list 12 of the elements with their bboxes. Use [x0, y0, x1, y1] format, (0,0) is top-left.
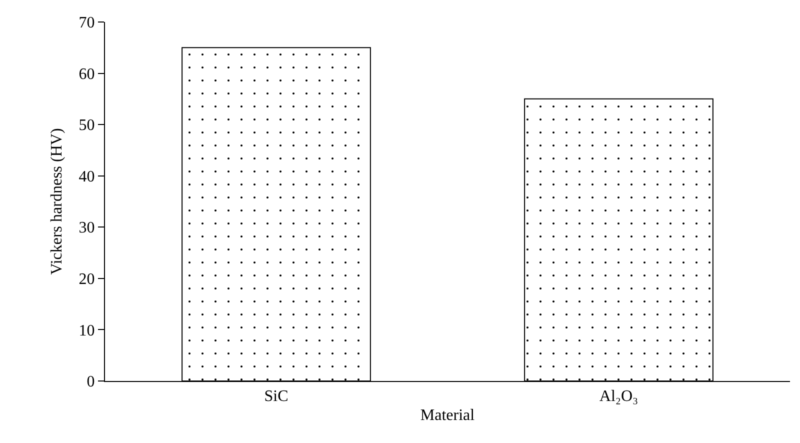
y-tick-label: 0	[86, 374, 95, 391]
y-axis-title: Vickers hardness (HV)	[48, 128, 66, 275]
y-tick-label: 60	[78, 66, 95, 83]
x-tick-label: SiC	[264, 388, 288, 406]
x-tick-label: Al₂O₃	[599, 388, 638, 406]
y-tick-label: 40	[78, 168, 95, 186]
x-axis-title: Material	[420, 406, 476, 424]
y-tick-label: 50	[78, 117, 95, 134]
y-tick-label: 30	[78, 220, 95, 237]
y-tick-label: 70	[78, 14, 95, 32]
y-tick-label: 20	[78, 271, 95, 288]
y-tick-label: 10	[78, 322, 95, 340]
